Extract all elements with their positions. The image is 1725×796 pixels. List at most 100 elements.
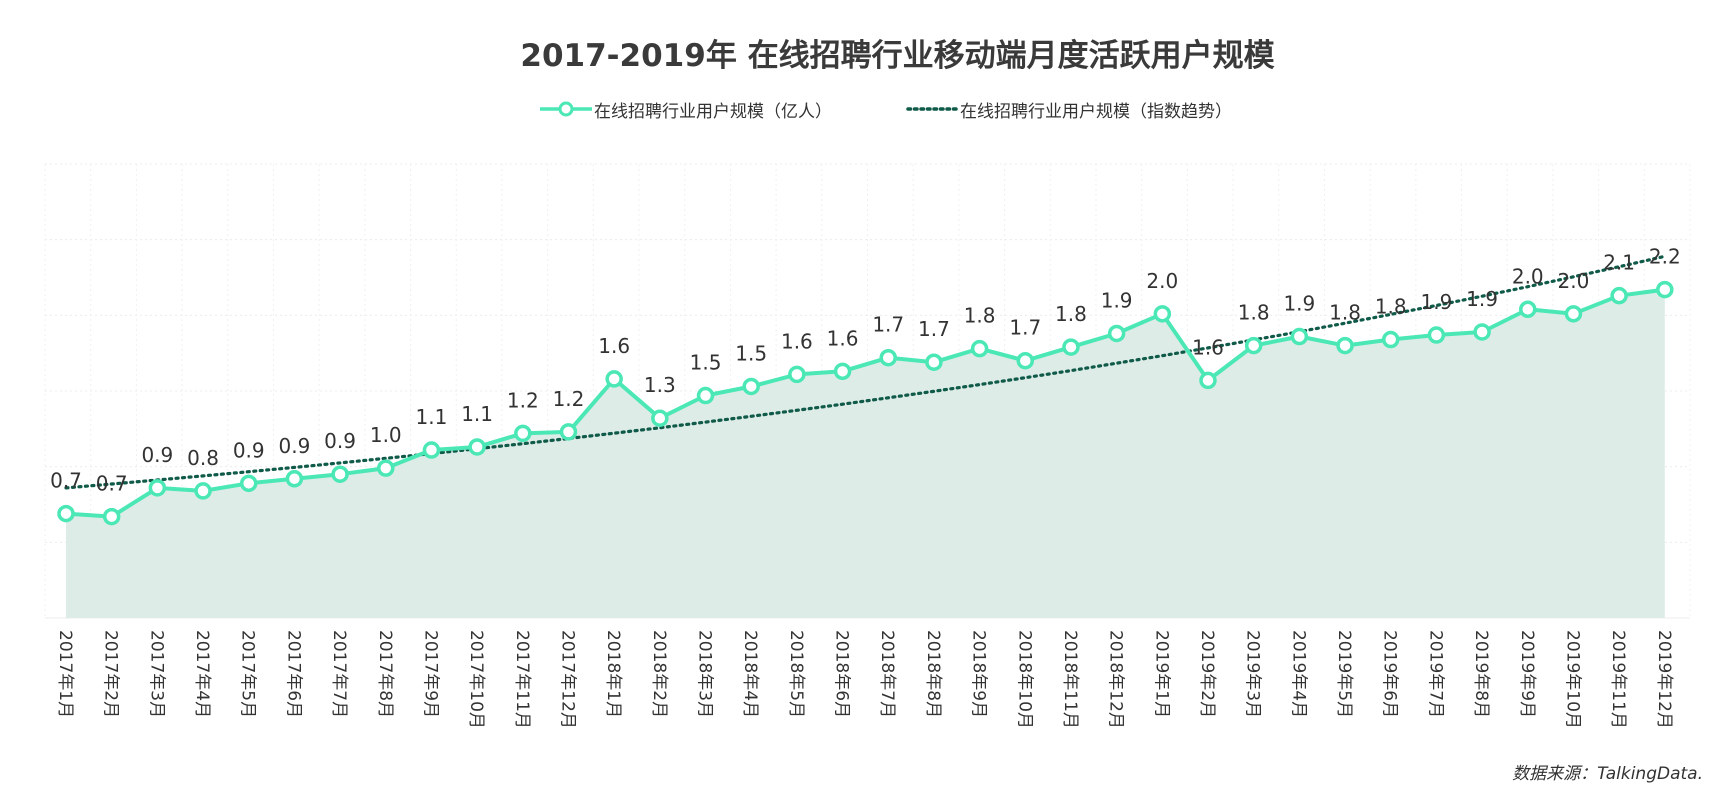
x-tick-label: 2017年12月 [557,630,577,729]
data-label: 1.9 [1101,288,1133,312]
legend-label-trend: 在线招聘行业用户规模（指数趋势） [960,101,1232,122]
data-label: 1.9 [1283,292,1315,316]
data-point [1153,305,1172,323]
data-label: 1.6 [598,334,630,358]
data-label: 0.9 [324,429,356,453]
data-label: 0.7 [50,469,82,493]
data-label: 1.8 [1238,301,1270,325]
x-tick-label: 2017年7月 [329,630,349,718]
x-tick-label: 2017年3月 [146,630,166,718]
data-point [57,504,75,523]
x-tick-label: 2019年6月 [1380,630,1400,718]
data-label: 1.6 [827,326,859,350]
data-label: 2.1 [1603,251,1635,275]
data-point [1107,324,1126,343]
legend-dotted-line-icon [906,107,960,111]
source-note: 数据来源：TalkingData. [1512,764,1703,784]
data-point [742,377,760,396]
data-point [331,465,349,483]
x-tick-label: 2017年10月 [466,630,486,729]
x-tick-label: 2018年4月 [740,630,760,718]
data-point [1564,305,1583,323]
data-point [102,507,121,526]
legend: 在线招聘行业用户规模（亿人） 在线招聘行业用户规模（指数趋势） [0,96,1725,122]
x-tick-label: 2018年3月 [695,630,715,718]
data-point [1199,371,1217,390]
data-label: 0.9 [233,438,265,462]
data-point [788,365,806,384]
data-point [1656,280,1674,299]
chart-title: 2017-2019年 在线招聘行业移动端月度活跃用户规模 [520,38,1275,74]
data-point [285,470,304,488]
data-label: 2.2 [1649,245,1681,269]
data-label: 1.6 [781,329,813,353]
data-point [651,409,669,427]
data-point [1016,351,1035,370]
data-label: 1.2 [507,388,539,412]
trend-line [64,254,1667,490]
x-tick-label: 2018年7月 [877,630,897,718]
legend-item-trend: 在线招聘行业用户规模（指数趋势） [906,96,1232,122]
data-point [833,362,852,381]
data-label: 1.6 [1192,335,1224,359]
data-point [605,370,623,388]
data-label: 1.8 [1329,301,1361,325]
x-tick-label: 2019年9月 [1517,630,1537,718]
x-tick-label: 2018年11月 [1060,630,1080,729]
legend-label-actual: 在线招聘行业用户规模（亿人） [594,101,832,122]
data-point [559,423,578,441]
data-point [1244,336,1263,355]
x-tick-label: 2018年8月 [923,630,943,718]
data-point [422,441,441,459]
x-tick-label: 2019年8月 [1471,630,1491,718]
data-label: 1.8 [1375,295,1407,319]
data-point [239,474,258,493]
x-tick-label: 2018年1月 [603,630,623,718]
x-tick-label: 2019年10月 [1562,630,1582,729]
data-point [514,424,532,443]
data-label: 1.8 [1055,302,1087,326]
x-tick-label: 2019年11月 [1608,630,1628,729]
data-label: 0.8 [187,446,219,470]
data-point [194,482,212,500]
data-label: 2.0 [1146,269,1178,293]
data-label: 1.0 [370,423,402,447]
data-label: 0.9 [278,434,310,458]
data-label: 0.9 [141,443,173,467]
data-label: 2.0 [1558,269,1590,293]
x-tick-label: 2017年11月 [512,630,532,729]
data-label: 0.7 [96,472,128,496]
data-point [1290,327,1309,346]
x-tick-label: 2019年4月 [1288,630,1308,718]
legend-line-marker-icon [540,101,592,117]
data-label: 1.9 [1420,290,1452,314]
data-point [1519,300,1537,319]
x-tick-label: 2019年5月 [1334,630,1354,718]
x-tick-label: 2019年1月 [1151,630,1171,718]
data-label: 1.3 [644,373,676,397]
x-tick-label: 2017年2月 [101,630,121,718]
x-tick-label: 2018年9月 [969,630,989,718]
data-label: 1.9 [1466,287,1498,311]
data-point [377,459,395,477]
data-point [1610,286,1628,305]
x-tick-label: 2017年5月 [238,630,258,718]
data-label: 1.1 [461,402,493,426]
data-label: 1.7 [872,313,904,337]
data-label: 1.8 [964,304,996,328]
data-point [1381,330,1400,349]
x-tick-label: 2019年3月 [1243,630,1263,718]
x-tick-label: 2017年8月 [375,630,395,718]
legend-item-actual: 在线招聘行业用户规模（亿人） [540,96,832,122]
data-label: 1.2 [553,387,585,411]
data-label: 1.7 [918,317,950,341]
data-point [1062,338,1080,356]
data-point [970,339,989,358]
data-point [925,353,943,371]
x-tick-label: 2018年2月 [649,630,669,718]
x-tick-label: 2017年9月 [420,630,440,718]
series-area-fill [66,289,1665,618]
data-point [1427,326,1446,344]
data-label: 1.1 [416,405,448,429]
